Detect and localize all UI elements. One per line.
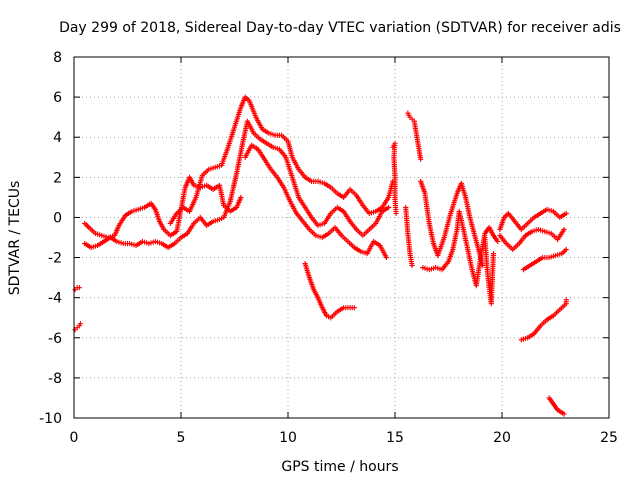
data-point <box>383 254 390 261</box>
y-tick-label: 6 <box>53 90 62 106</box>
plot-frame <box>73 56 610 419</box>
y-tick-label: -10 <box>39 411 62 427</box>
data-point <box>495 238 501 245</box>
y-tick-label: 8 <box>53 50 62 66</box>
y-tick-label: -8 <box>48 371 62 387</box>
y-tick-label: -6 <box>48 331 62 347</box>
y-tick-label: -2 <box>48 251 62 267</box>
x-axis-label: GPS time / hours <box>281 459 398 475</box>
x-tick-label: 20 <box>493 430 511 446</box>
data-point <box>393 210 399 217</box>
x-tick-label: 25 <box>600 430 618 446</box>
data-point <box>563 246 569 253</box>
y-tick-label: -4 <box>48 291 62 307</box>
data-point <box>238 194 244 200</box>
data-point <box>76 285 82 291</box>
data-point <box>561 411 567 417</box>
x-tick-label: 0 <box>70 430 79 446</box>
data-point <box>77 321 84 327</box>
data-point <box>563 210 569 217</box>
y-tick-label: 2 <box>53 170 62 186</box>
data-points <box>72 94 569 417</box>
data-point <box>409 262 415 269</box>
data-point <box>490 250 497 257</box>
data-point <box>351 305 357 311</box>
x-tick-label: 5 <box>177 430 186 446</box>
y-tick-label: 4 <box>53 130 62 146</box>
y-axis-label: SDTVAR / TECUs <box>7 181 23 296</box>
axis-ticks: 0 5 10 15 20 25 -10 -8 -6 -4 -2 0 2 4 6 8 <box>39 50 618 446</box>
chart-title: Day 299 of 2018, Sidereal Day-to-day VTE… <box>59 20 621 36</box>
data-point <box>385 204 392 211</box>
x-tick-label: 10 <box>279 430 297 446</box>
data-point <box>418 156 424 162</box>
x-tick-label: 15 <box>386 430 404 446</box>
y-tick-label: 0 <box>53 210 62 226</box>
data-point <box>561 226 567 233</box>
data-point <box>563 297 569 303</box>
